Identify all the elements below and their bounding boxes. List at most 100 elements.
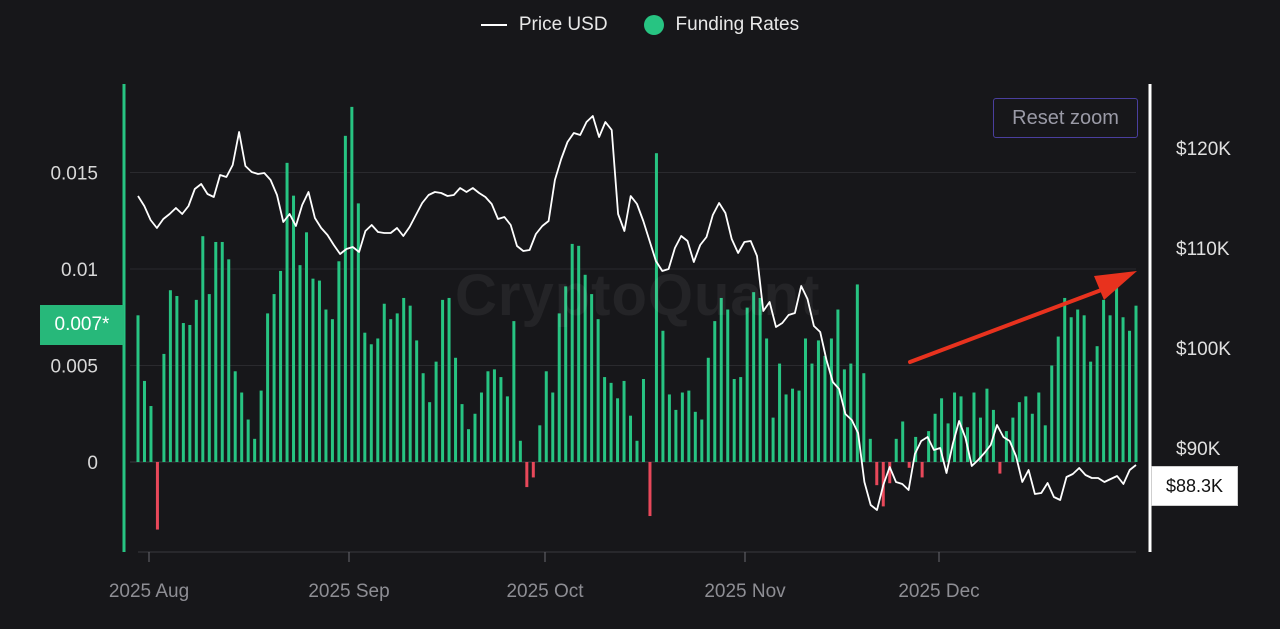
funding-bar [175,296,179,462]
funding-bar [421,373,425,462]
legend-item-price[interactable]: Price USD [480,14,608,36]
funding-bar [369,344,373,462]
funding-bar [1017,402,1021,462]
funding-bar [201,236,205,462]
funding-bar [758,297,762,462]
funding-bar [155,462,159,530]
funding-bar [810,363,814,462]
funding-bar [408,305,412,462]
funding-bars [136,106,1138,530]
funding-bar [713,321,717,462]
funding-bar [1056,336,1060,462]
funding-bar [1089,361,1093,462]
funding-bar [907,462,911,468]
left-tick-label: 0 [87,453,98,474]
legend-item-funding[interactable]: Funding Rates [643,14,800,36]
funding-bar [641,379,645,462]
funding-bar [168,290,172,462]
funding-bar [752,292,756,462]
funding-bar [382,303,386,462]
funding-bar [719,297,723,462]
trend-arrow-shaft [908,284,1114,364]
funding-bar [479,392,483,462]
funding-bar [324,309,328,462]
funding-bar [732,379,736,462]
funding-bar [680,392,684,462]
left-tick-label: 0.015 [50,164,98,185]
funding-bar [292,195,296,462]
funding-bar [317,280,321,462]
funding-bar [797,390,801,462]
funding-bar [855,284,859,462]
funding-bar [214,241,218,462]
funding-bar [998,462,1002,474]
funding-bar [920,462,924,478]
funding-bar [194,299,198,462]
funding-bar [467,429,471,462]
reset-zoom-button[interactable]: Reset zoom [993,98,1138,138]
funding-bar [337,261,341,462]
axes [122,84,1152,562]
funding-bar [778,363,782,462]
funding-bar [784,394,788,462]
funding-bar [771,417,775,462]
line-icon [480,24,507,26]
funding-bar [376,338,380,462]
x-tick-label: 2025 Dec [898,581,979,602]
right-tick-label: $110K [1176,239,1230,260]
funding-bar [946,423,950,462]
funding-bar [609,382,613,462]
funding-bar [1050,365,1054,462]
funding-bar [654,153,658,462]
funding-bar [829,338,833,462]
funding-bar [389,319,393,462]
funding-bar [823,355,827,462]
legend-label-funding: Funding Rates [675,14,800,35]
funding-bar [940,398,944,462]
funding-bar [1037,392,1041,462]
funding-bar [888,462,892,484]
funding-bar [149,406,153,462]
funding-bar [1134,305,1138,462]
funding-bar [978,417,982,462]
funding-bar [492,369,496,462]
funding-bar [1128,330,1132,462]
current-funding-badge: 0.007* [40,305,124,345]
funding-bar [415,340,419,462]
current-price-badge: $88.3K [1151,466,1238,506]
right-tick-label: $90K [1176,439,1221,460]
funding-bar [285,162,289,462]
funding-bar [525,462,529,488]
x-tick-label: 2025 Sep [308,581,389,602]
funding-bar [1102,299,1106,462]
funding-bar [816,340,820,462]
funding-bar [447,297,451,462]
funding-bar [486,371,490,462]
funding-bar [227,259,231,462]
funding-bar [849,363,853,462]
funding-bar [233,371,237,462]
funding-bar [246,419,250,462]
funding-bar [272,294,276,462]
funding-bar [868,438,872,462]
watermark: CryptoQuant [455,263,821,328]
funding-bar [356,203,360,462]
tick-labels: 0 0.005 0.01 0.015 $120K $110K $100K $90K 2025 A… [50,139,1231,602]
funding-bar [1030,413,1034,462]
funding-bar [1108,315,1112,462]
funding-bar [635,440,639,462]
funding-bar [836,309,840,462]
funding-bar [544,371,548,462]
funding-bar [842,369,846,462]
funding-bar [629,415,633,462]
funding-bar [441,299,445,462]
legend: Price USD Funding Rates [0,14,1280,36]
funding-bar [220,241,224,462]
funding-bar [894,438,898,462]
funding-bar [765,338,769,462]
funding-bar [803,338,807,462]
funding-bar [972,392,976,462]
funding-bar [622,380,626,462]
funding-bar [570,243,574,462]
funding-bar [687,390,691,462]
